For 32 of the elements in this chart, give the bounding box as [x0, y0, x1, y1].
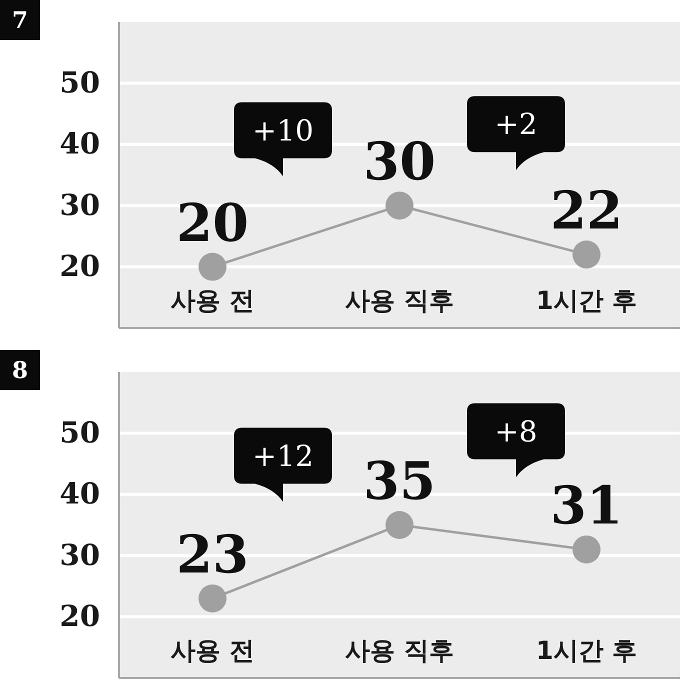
data-label: 20: [176, 192, 249, 254]
y-tick-label: 40: [60, 126, 100, 161]
point: [572, 536, 600, 564]
annotation: +10: [252, 113, 314, 148]
y-tick-label: 30: [60, 188, 100, 222]
point: [198, 252, 226, 281]
x-tick-label: 사용 직후: [345, 636, 454, 665]
x-tick-label: 1시간 후: [536, 636, 638, 665]
chart-title: 7: [12, 7, 28, 34]
chart-title: 8: [12, 357, 28, 384]
y-tick-label: 50: [60, 415, 100, 450]
data-label: 30: [363, 132, 436, 193]
x-tick-label: 1시간 후: [536, 286, 638, 315]
data-label: 22: [550, 180, 623, 242]
point: [572, 240, 600, 269]
data-label: 23: [176, 524, 249, 586]
annotation: +8: [494, 414, 538, 448]
y-tick-label: 30: [60, 538, 100, 572]
point: [386, 192, 414, 220]
y-tick-label: 50: [60, 65, 100, 100]
x-tick-label: 사용 전: [170, 286, 254, 315]
annotation: +2: [494, 107, 538, 142]
y-tick-label: 40: [60, 476, 100, 511]
x-tick-label: 사용 전: [170, 636, 254, 665]
annotation: +12: [252, 438, 314, 473]
data-label: 35: [363, 451, 436, 512]
x-tick-label: 사용 직후: [345, 286, 454, 315]
y-tick-label: 20: [60, 249, 100, 284]
point: [386, 511, 414, 539]
y-tick-label: 20: [60, 599, 100, 634]
data-label: 31: [550, 475, 623, 536]
point: [198, 584, 226, 612]
